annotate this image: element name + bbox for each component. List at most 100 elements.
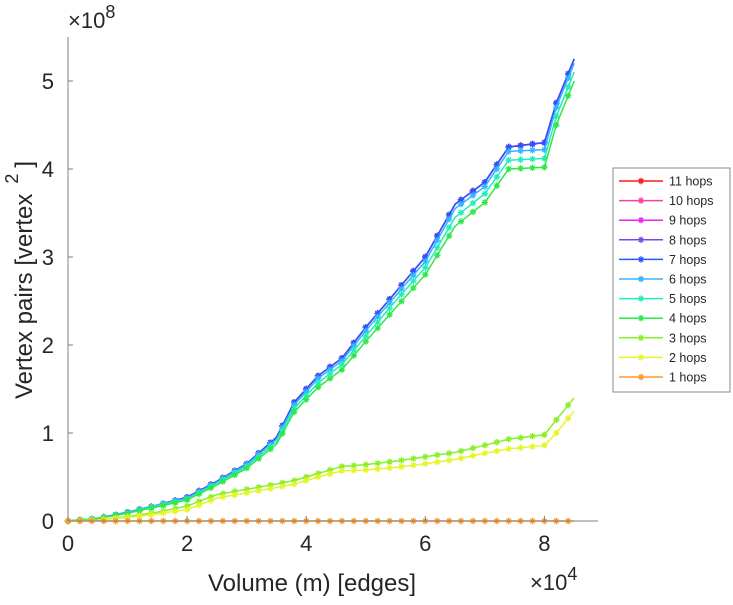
- series-layer: [64, 58, 575, 525]
- data-point-marker: [386, 464, 393, 472]
- data-point-marker: [445, 232, 453, 240]
- data-point-marker: [457, 201, 465, 208]
- legend-marker-icon: [637, 373, 645, 381]
- legend: 11 hops 10 hops 9 hops 8 hops 7 hops 6 hops 5 …: [612, 167, 731, 393]
- data-point-marker: [541, 146, 548, 153]
- data-point-marker: [195, 490, 203, 498]
- legend-entry: 9 hops: [619, 214, 707, 228]
- series-10-hops: [64, 58, 575, 525]
- data-point-marker: [124, 509, 131, 517]
- data-point-marker: [517, 147, 524, 155]
- data-point-marker: [303, 392, 310, 399]
- data-point-marker: [231, 488, 238, 495]
- data-point-marker: [255, 484, 262, 491]
- data-point-marker: [457, 454, 465, 462]
- legend-entry: 5 hops: [619, 292, 707, 306]
- data-point-marker: [422, 258, 429, 265]
- data-point-marker: [434, 244, 441, 251]
- data-point-marker: [326, 466, 334, 474]
- data-point-marker: [565, 401, 572, 409]
- legend-entry: 7 hops: [619, 253, 707, 267]
- legend-label: 11 hops: [669, 175, 713, 189]
- data-point-marker: [314, 379, 322, 387]
- data-point-marker: [171, 508, 179, 515]
- data-point-marker: [219, 490, 227, 497]
- data-point-marker: [434, 451, 441, 459]
- x-tick-label: 8: [538, 531, 550, 556]
- data-point-marker: [267, 481, 274, 489]
- legend-marker-icon: [637, 256, 645, 263]
- x-tick-label: 0: [62, 531, 74, 556]
- data-point-marker: [434, 237, 441, 244]
- data-point-marker: [445, 215, 453, 223]
- data-point-marker: [398, 298, 405, 305]
- data-point-marker: [529, 433, 536, 440]
- data-point-marker: [422, 253, 429, 261]
- data-point-marker: [410, 271, 417, 279]
- legend-marker-icon: [637, 275, 645, 283]
- data-point-marker: [565, 70, 572, 77]
- data-point-marker: [148, 504, 155, 512]
- series-7-hops: [64, 58, 575, 525]
- data-point-marker: [529, 147, 536, 154]
- legend-label: 3 hops: [669, 331, 707, 345]
- data-point-marker: [374, 324, 381, 332]
- data-point-marker: [493, 173, 500, 181]
- data-point-marker: [291, 401, 298, 409]
- data-point-marker: [291, 405, 298, 412]
- data-point-marker: [183, 506, 191, 513]
- data-point-marker: [505, 165, 512, 173]
- legend-entry: 1 hops: [619, 371, 707, 385]
- data-point-marker: [350, 347, 358, 354]
- data-point-marker: [303, 396, 310, 403]
- data-point-marker: [195, 501, 203, 509]
- data-point-marker: [303, 477, 310, 484]
- data-point-marker: [338, 361, 346, 368]
- data-point-marker: [469, 192, 477, 199]
- data-point-marker: [445, 450, 453, 457]
- legend-label: 6 hops: [669, 273, 707, 287]
- data-point-marker: [231, 491, 238, 499]
- data-point-marker: [148, 511, 155, 518]
- data-point-marker: [338, 463, 346, 470]
- data-point-marker: [529, 443, 536, 450]
- data-point-marker: [529, 140, 536, 148]
- data-point-marker: [386, 311, 393, 318]
- x-tick-label: 4: [300, 531, 312, 556]
- data-point-marker: [481, 179, 489, 186]
- data-point-marker: [565, 83, 572, 91]
- data-point-marker: [541, 139, 548, 146]
- data-point-marker: [374, 318, 381, 326]
- series-8-hops: [64, 58, 575, 525]
- data-point-marker: [374, 465, 381, 473]
- data-point-marker: [434, 252, 441, 259]
- series-line-2-hops: [67, 410, 575, 522]
- data-point-marker: [410, 284, 417, 292]
- data-point-marker: [422, 453, 429, 460]
- data-point-marker: [183, 502, 191, 510]
- data-point-marker: [160, 502, 167, 509]
- data-point-marker: [445, 211, 453, 218]
- data-point-marker: [303, 473, 310, 481]
- y-axis-label: Vertex pairs [vertex2]: [2, 161, 38, 399]
- data-point-marker: [136, 512, 143, 520]
- legend-marker-icon: [637, 315, 645, 322]
- legend-entry: 6 hops: [619, 273, 707, 287]
- series-6-hops: [64, 63, 575, 525]
- data-point-marker: [362, 466, 369, 474]
- axes: 0 2 4 6 8 0 1 2 3 4 5: [42, 37, 598, 556]
- data-point-marker: [457, 209, 465, 216]
- data-point-marker: [386, 296, 393, 303]
- x-tick-label: 6: [419, 531, 431, 556]
- data-point-marker: [493, 182, 500, 189]
- data-point-marker: [326, 370, 334, 377]
- data-point-marker: [338, 366, 346, 373]
- data-point-marker: [553, 416, 560, 423]
- data-point-marker: [291, 408, 298, 416]
- y-tick-label: 0: [42, 509, 54, 534]
- data-point-marker: [362, 333, 369, 340]
- data-point-marker: [422, 264, 429, 271]
- data-point-marker: [553, 104, 560, 111]
- data-point-marker: [374, 460, 381, 467]
- legend-marker-icon: [637, 354, 645, 361]
